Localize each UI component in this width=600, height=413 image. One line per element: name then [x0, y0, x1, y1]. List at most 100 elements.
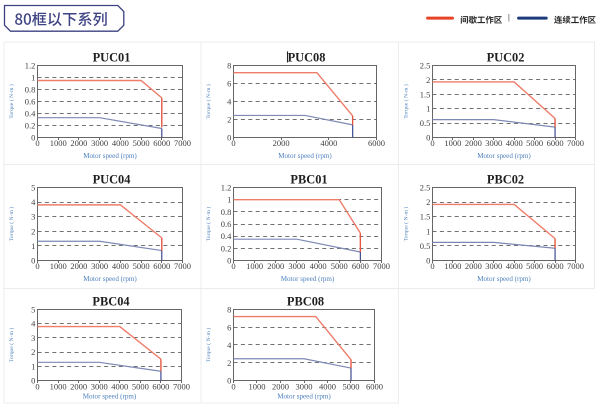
svg-text:8: 8	[227, 305, 231, 315]
svg-text:1: 1	[426, 226, 430, 236]
svg-text:7000: 7000	[174, 261, 191, 271]
svg-text:6000: 6000	[547, 261, 564, 271]
svg-text:1000: 1000	[50, 261, 67, 271]
svg-text:6000: 6000	[547, 138, 564, 148]
svg-text:0: 0	[231, 261, 235, 271]
svg-text:3000: 3000	[485, 138, 502, 148]
svg-text:Torque ( N-m ): Torque ( N-m )	[205, 84, 212, 119]
svg-text:6000: 6000	[153, 261, 170, 271]
svg-text:0.8: 0.8	[221, 207, 232, 217]
svg-text:Torque ( N-m ): Torque ( N-m )	[205, 328, 212, 363]
svg-text:4: 4	[31, 319, 36, 329]
svg-text:2: 2	[227, 115, 231, 125]
svg-text:6: 6	[227, 79, 231, 89]
svg-text:3000: 3000	[296, 382, 313, 392]
svg-text:2: 2	[426, 197, 430, 207]
svg-text:0.8: 0.8	[25, 85, 36, 95]
svg-text:1: 1	[31, 241, 35, 251]
svg-text:1.2: 1.2	[221, 183, 232, 193]
svg-text:2000: 2000	[70, 138, 87, 148]
svg-text:0: 0	[430, 138, 434, 148]
svg-text:Motor speed (rpm): Motor speed (rpm)	[83, 275, 137, 283]
svg-text:0.5: 0.5	[420, 241, 431, 251]
svg-text:2000: 2000	[465, 138, 482, 148]
svg-text:1: 1	[227, 195, 231, 205]
svg-text:PBC02: PBC02	[487, 173, 524, 187]
svg-text:6000: 6000	[368, 138, 385, 148]
svg-text:Torque ( N-m ): Torque ( N-m )	[8, 207, 15, 242]
svg-text:Torque ( N-m ): Torque ( N-m )	[205, 207, 212, 242]
svg-text:3000: 3000	[485, 261, 502, 271]
svg-text:2: 2	[227, 358, 231, 368]
svg-text:6000: 6000	[366, 382, 383, 392]
svg-text:0: 0	[35, 382, 39, 392]
svg-text:2: 2	[426, 75, 430, 85]
svg-text:0.4: 0.4	[25, 109, 36, 119]
svg-text:0.6: 0.6	[25, 97, 36, 107]
svg-text:0: 0	[31, 376, 35, 386]
svg-text:Motor speed (rpm): Motor speed (rpm)	[477, 275, 531, 283]
svg-text:0: 0	[227, 256, 231, 266]
svg-text:Motor speed (rpm): Motor speed (rpm)	[83, 152, 137, 160]
svg-text:1000: 1000	[249, 382, 266, 392]
svg-text:Torque ( N-m ): Torque ( N-m )	[403, 84, 410, 119]
svg-text:PUC04: PUC04	[93, 173, 131, 187]
svg-text:2.5: 2.5	[420, 61, 431, 71]
svg-text:4000: 4000	[320, 138, 337, 148]
svg-text:Motor speed (rpm): Motor speed (rpm)	[477, 152, 531, 160]
svg-text:6000: 6000	[152, 382, 169, 392]
svg-text:4000: 4000	[112, 261, 129, 271]
svg-text:6000: 6000	[352, 261, 369, 271]
svg-text:PBC08: PBC08	[287, 294, 324, 308]
svg-text:PBC04: PBC04	[92, 294, 129, 308]
svg-text:1.5: 1.5	[420, 89, 431, 99]
svg-text:4000: 4000	[506, 138, 523, 148]
svg-text:7000: 7000	[567, 138, 584, 148]
svg-text:7000: 7000	[173, 382, 190, 392]
svg-text:PUC01: PUC01	[93, 50, 131, 64]
svg-text:3000: 3000	[91, 382, 108, 392]
svg-text:3000: 3000	[91, 261, 108, 271]
svg-text:4000: 4000	[506, 261, 523, 271]
svg-text:0: 0	[31, 256, 35, 266]
svg-text:2000: 2000	[70, 382, 87, 392]
svg-text:Torque ( N-m ): Torque ( N-m )	[8, 84, 15, 119]
svg-text:0: 0	[35, 138, 39, 148]
svg-text:0: 0	[31, 133, 35, 143]
svg-text:4000: 4000	[319, 382, 336, 392]
svg-text:1: 1	[31, 361, 35, 371]
svg-text:1000: 1000	[444, 138, 461, 148]
svg-text:PBC01: PBC01	[290, 173, 327, 187]
svg-text:1000: 1000	[444, 261, 461, 271]
svg-text:5000: 5000	[526, 261, 543, 271]
svg-text:5000: 5000	[132, 382, 149, 392]
svg-text:4: 4	[227, 340, 232, 350]
svg-text:7000: 7000	[373, 261, 390, 271]
svg-text:0.6: 0.6	[221, 219, 232, 229]
svg-text:3000: 3000	[91, 138, 108, 148]
svg-text:0: 0	[227, 376, 231, 386]
svg-text:2000: 2000	[273, 138, 290, 148]
svg-text:1: 1	[426, 104, 430, 114]
svg-text:3: 3	[31, 212, 35, 222]
svg-text:PUC08: PUC08	[288, 50, 326, 64]
svg-text:2.5: 2.5	[420, 183, 431, 193]
svg-text:2000: 2000	[465, 261, 482, 271]
svg-text:1.2: 1.2	[25, 61, 36, 71]
svg-text:0.2: 0.2	[221, 243, 232, 253]
svg-text:4: 4	[31, 197, 36, 207]
svg-text:5000: 5000	[526, 138, 543, 148]
svg-text:Torque ( N-m ): Torque ( N-m )	[403, 207, 410, 242]
svg-text:Motor speed (rpm): Motor speed (rpm)	[83, 393, 137, 401]
svg-text:0: 0	[231, 382, 235, 392]
svg-text:0: 0	[35, 261, 39, 271]
svg-text:4000: 4000	[112, 138, 129, 148]
svg-text:6000: 6000	[153, 138, 170, 148]
svg-text:5: 5	[31, 305, 35, 315]
svg-text:5: 5	[31, 183, 35, 193]
svg-text:1.5: 1.5	[420, 212, 431, 222]
svg-text:PUC02: PUC02	[487, 50, 525, 64]
svg-text:0.2: 0.2	[25, 121, 36, 131]
svg-text:7000: 7000	[567, 261, 584, 271]
svg-text:Motor speed (rpm): Motor speed (rpm)	[281, 275, 335, 283]
